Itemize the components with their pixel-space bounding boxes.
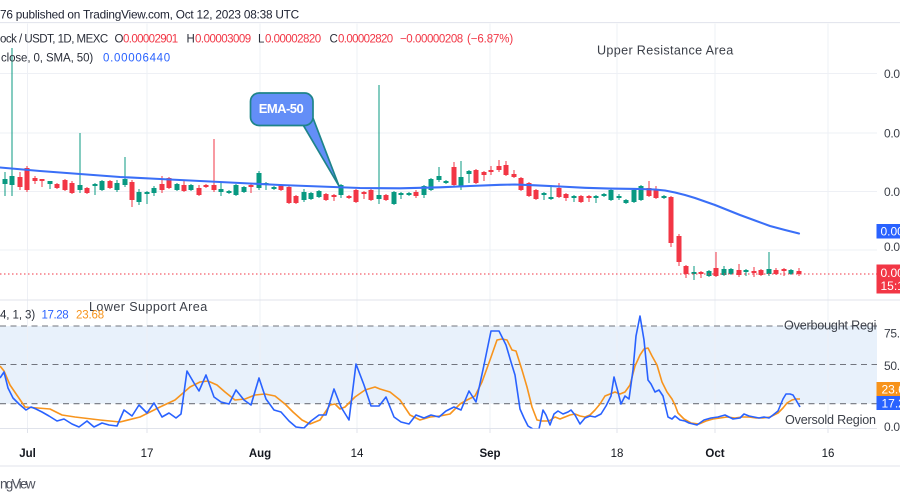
svg-text:50.00: 50.00: [884, 359, 900, 373]
svg-text:15:11: 15:11: [881, 279, 900, 293]
svg-text:0.00: 0.00: [884, 185, 900, 199]
svg-text:16: 16: [822, 448, 835, 460]
svg-text:18: 18: [611, 448, 624, 460]
svg-text:17: 17: [141, 448, 154, 460]
svg-text:17.28: 17.28: [882, 396, 900, 410]
svg-text:Overbought Region: Overbought Region: [784, 319, 890, 333]
svg-text:Sep: Sep: [479, 448, 500, 460]
svg-text:Jul: Jul: [19, 448, 36, 460]
svg-text:Upper Resistance Area: Upper Resistance Area: [597, 44, 733, 58]
svg-text:EMA-50: EMA-50: [259, 101, 304, 116]
svg-text:75.00: 75.00: [884, 326, 900, 340]
svg-text:Lower Support Area: Lower Support Area: [89, 300, 207, 314]
svg-text:76 published on TradingView.co: 76 published on TradingView.com, Oct 12,…: [0, 7, 300, 21]
svg-text:0.00: 0.00: [884, 240, 900, 254]
svg-text:23.68: 23.68: [882, 382, 900, 396]
svg-text:Aug: Aug: [249, 448, 271, 460]
svg-text:0.00: 0.00: [884, 67, 900, 81]
svg-text:0.00: 0.00: [884, 126, 900, 140]
svg-text:0.00: 0.00: [881, 266, 900, 280]
svg-text:14: 14: [351, 448, 364, 460]
svg-text:Oversold Region: Oversold Region: [785, 413, 876, 427]
svg-text:Oct: Oct: [705, 448, 724, 460]
svg-text:close, 0, SMA, 50)0.00006440: close, 0, SMA, 50) 0.00006440: [1, 52, 170, 64]
svg-text:ngView: ngView: [0, 477, 36, 492]
svg-text:0.00: 0.00: [881, 225, 900, 239]
svg-text:0.00: 0.00: [884, 420, 900, 434]
